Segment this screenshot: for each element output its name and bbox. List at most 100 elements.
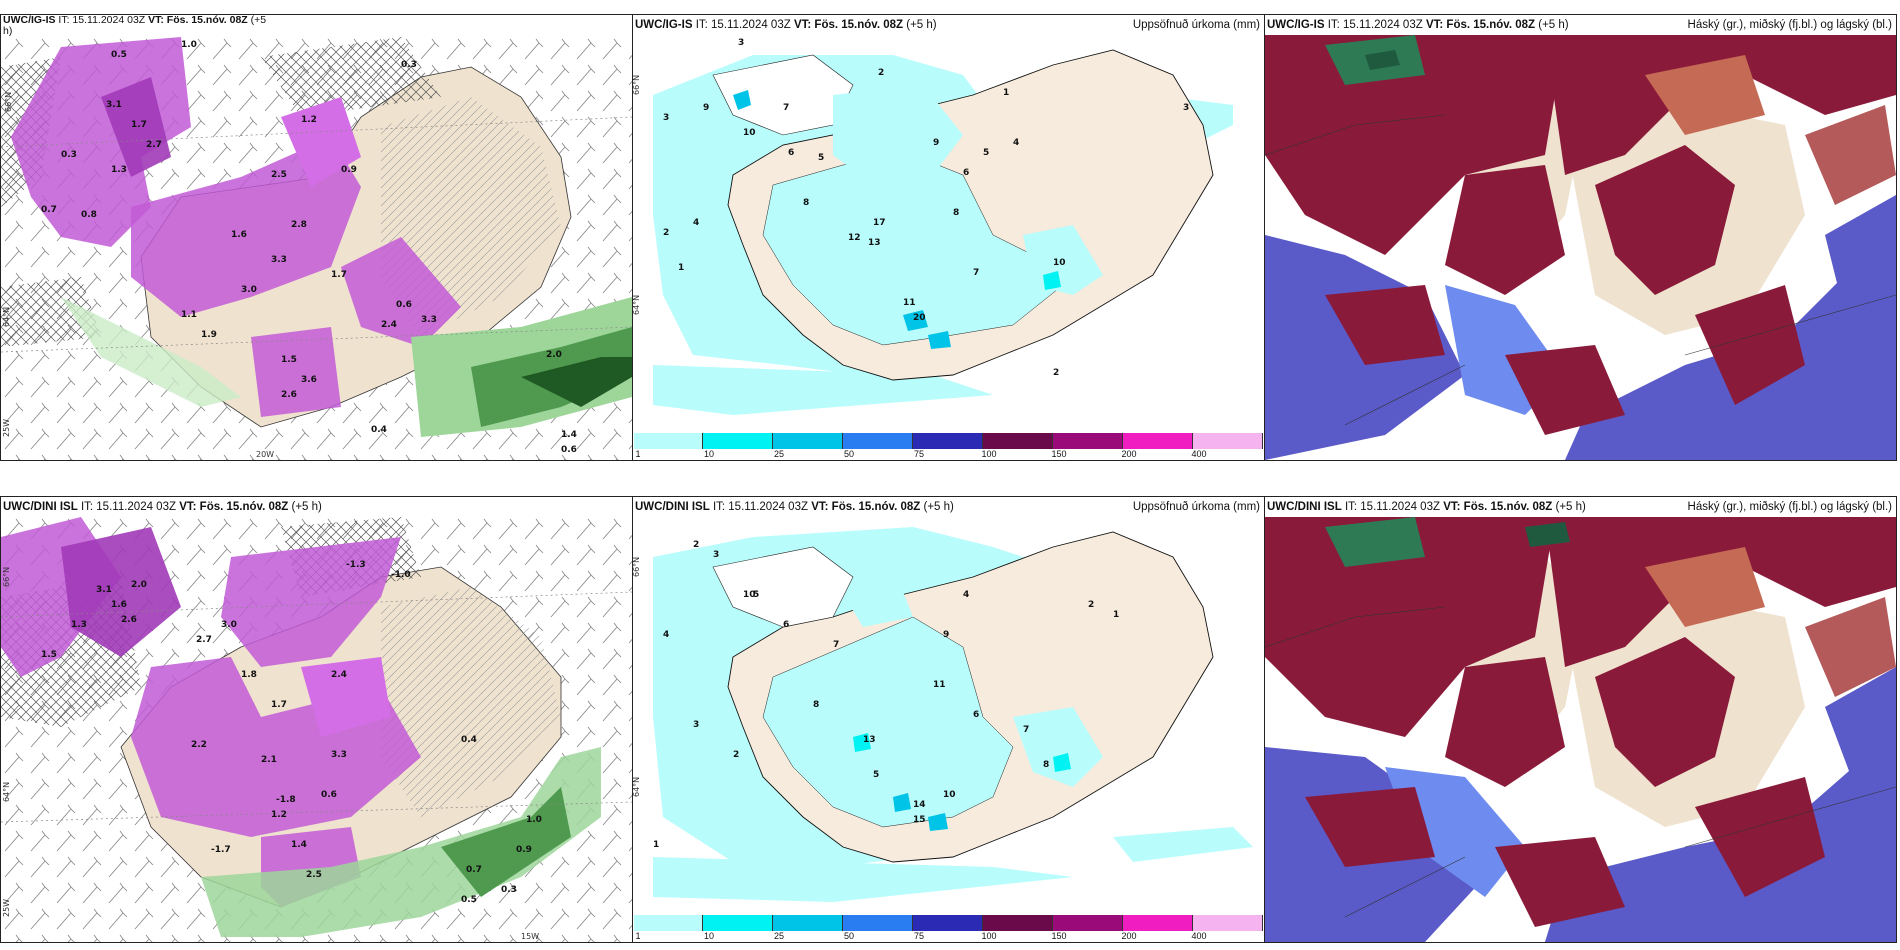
map-label: 1.6 (231, 230, 247, 240)
colorbar-swatch (983, 915, 1053, 931)
map-label: 1.3 (111, 165, 127, 175)
colorbar-tick: 50 (843, 931, 855, 941)
colorbar-tick: 150 (1051, 449, 1067, 459)
colorbar-tick: 25 (773, 931, 785, 941)
map-label: 3 (693, 720, 699, 730)
map-label: 3.0 (241, 285, 257, 295)
map-label: 1.2 (271, 810, 287, 820)
map-label: 4 (963, 590, 969, 600)
map-label: 6 (783, 620, 789, 630)
colorbar-tick: 50 (843, 449, 855, 459)
map-label: 4 (663, 630, 669, 640)
panel-precip-dini: UWC/DINI ISL IT: 15.11.2024 03Z VT: Fös.… (632, 496, 1265, 943)
lat-label: 64°N (633, 295, 641, 315)
panel-header: UWC/DINI ISL IT: 15.11.2024 03Z VT: Fös.… (633, 497, 1264, 517)
map-label: 2.5 (306, 870, 322, 880)
colorbar-tick: 1 (635, 931, 641, 941)
map-label: -1.7 (211, 845, 231, 855)
map-label: 10 (943, 790, 956, 800)
colorbar-swatch (703, 915, 773, 931)
map-cloud-cover (1265, 35, 1896, 460)
map-label: 2.2 (191, 740, 207, 750)
colorbar-swatch (983, 433, 1053, 449)
map-label: -1.3 (346, 560, 366, 570)
valid-time: VT: Fös. 15.nóv. 08Z (148, 14, 248, 26)
valid-time: VT: Fös. 15.nóv. 08Z (179, 501, 289, 513)
map-label: 0.6 (396, 300, 412, 310)
map-label: 13 (868, 238, 881, 248)
valid-time: VT: Fös. 15.nóv. 08Z (1425, 19, 1536, 31)
map-label: 1.1 (181, 310, 197, 320)
map-label: 5 (818, 153, 824, 163)
colorbar-swatch (1053, 915, 1123, 931)
colorbar-swatch (843, 915, 913, 931)
colorbar-tick: 25 (773, 449, 785, 459)
map-label: 2 (878, 68, 884, 78)
map-label: 5 (983, 148, 989, 158)
init-time: IT: 15.11.2024 03Z (1344, 501, 1441, 513)
model-name: UWC/DINI ISL (1267, 501, 1342, 513)
colorbar-tick: 1 (635, 449, 641, 459)
map-label: 0.3 (501, 885, 517, 895)
lead-time: (+5 h) (1538, 19, 1569, 31)
map-label: 3.3 (421, 315, 437, 325)
lon-label: 20W (256, 450, 274, 459)
map-label: 9 (933, 138, 939, 148)
map-label: 3 (663, 113, 669, 123)
colorbar-swatch (1053, 433, 1123, 449)
lat-label: 66°N (2, 567, 11, 587)
map-label: 10 (743, 128, 756, 138)
map-label: 2.1 (261, 755, 277, 765)
map-label: 2 (733, 750, 739, 760)
map-label: 5 (873, 770, 879, 780)
lat-label: 64°N (633, 777, 641, 797)
precip-value-labels: 3 2 9 7 10 6 5 8 4 12 11 13 17 20 1 3 2 … (663, 38, 1189, 378)
map-value-labels: 0.3 3.1 1.7 2.7 1.3 0.7 1.2 2.5 1.6 2.8 … (41, 40, 577, 455)
map-label: 1.7 (271, 700, 287, 710)
map-label: 3.3 (271, 255, 287, 265)
panel-precip-igis: UWC/IG-IS IT: 15.11.2024 03Z VT: Fös. 15… (632, 14, 1265, 461)
colorbar-swatch (773, 433, 843, 449)
map-label: 6 (788, 148, 794, 158)
map-label: 20 (913, 313, 926, 323)
precip-colorbar: 1 10 25 50 75 100 150 200 400 (634, 433, 1263, 459)
map-label: 3.0 (221, 620, 237, 630)
map-label: 0.8 (81, 210, 97, 220)
model-name: UWC/DINI ISL (635, 501, 710, 513)
map-wind-precip: 0.3 3.1 1.7 2.7 1.3 0.7 1.2 2.5 1.6 2.8 … (1, 37, 632, 460)
map-value-labels: 3.1 2.0 1.6 1.3 2.6 1.5 3.0 2.7 1.8 2.4 … (41, 560, 542, 905)
map-label: 1 (653, 840, 659, 850)
map-label: 2 (1088, 600, 1094, 610)
model-name: UWC/IG-IS (1267, 19, 1325, 31)
map-label: 3 (713, 550, 719, 560)
map-label: 4 (693, 218, 699, 228)
map-label: 11 (903, 298, 916, 308)
map-accumulated-precip: 3 2 9 7 10 6 5 8 4 12 11 13 17 20 1 3 2 … (633, 35, 1264, 420)
map-label: -1.8 (276, 795, 296, 805)
lat-label: 66°N (4, 92, 13, 112)
colorbar-swatch (703, 433, 773, 449)
lat-label: 64°N (2, 307, 11, 327)
map-label: 1.5 (281, 355, 297, 365)
panel-wind-precip-igis: UWC/IG-IS IT: 15.11.2024 03Z VT: Fös. 15… (0, 14, 633, 461)
map-label: 12 (848, 233, 861, 243)
field-title: Háský (gr.), miðský (fj.bl.) og lágský (… (1687, 501, 1892, 513)
map-label: 1.4 (291, 840, 307, 850)
map-label: 4 (1013, 138, 1019, 148)
map-label: 10 (743, 590, 756, 600)
map-label: 3.3 (331, 750, 347, 760)
colorbar-swatch (843, 433, 913, 449)
colorbar-swatch (913, 915, 983, 931)
init-time: IT: 15.11.2024 03Z (80, 501, 177, 513)
map-label: 6 (963, 168, 969, 178)
map-label: 7 (833, 640, 839, 650)
map-label: 8 (813, 700, 819, 710)
colorbar-tick: 100 (981, 931, 997, 941)
colorbar-swatch (1193, 915, 1263, 931)
panel-header: UWC/IG-IS IT: 15.11.2024 03Z VT: Fös. 15… (1, 14, 632, 37)
map-label: 1.7 (131, 120, 147, 130)
map-label: 2 (663, 228, 669, 238)
lead-time: (+5 h) (906, 19, 937, 31)
map-label: 1 (1003, 88, 1009, 98)
colorbar-tick: 400 (1191, 449, 1207, 459)
